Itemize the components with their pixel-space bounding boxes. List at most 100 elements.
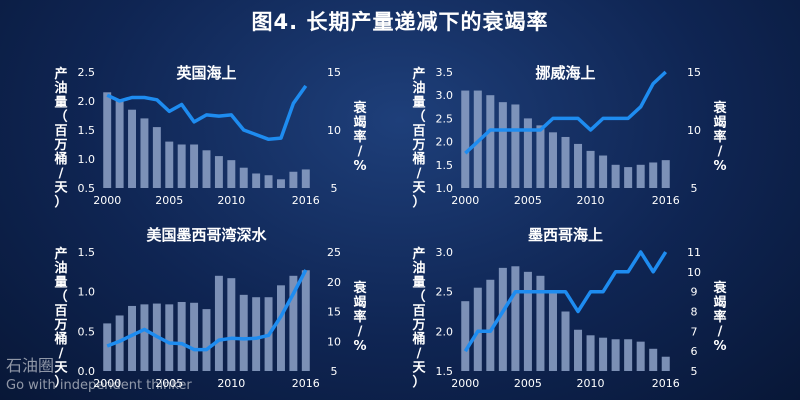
svg-text:/: / [59, 346, 64, 361]
bar [239, 167, 248, 188]
svg-text:桶: 桶 [411, 331, 425, 347]
left-axis-label: 产油量（百万桶/天） [53, 246, 68, 390]
chart-panel-4: 墨西哥海上 1.5 2.0 2.5 3.0 5 6 7 8 9 10 11 2000 2005 2010 20… [411, 226, 727, 390]
svg-text:天: 天 [54, 361, 68, 376]
x-tick-label: 2005 [155, 377, 183, 390]
bar [511, 266, 520, 371]
bar [165, 141, 174, 188]
left-tick-label: 2.0 [436, 325, 454, 338]
bar [214, 156, 223, 188]
bar [115, 315, 124, 371]
svg-text:（: （ [412, 109, 425, 125]
right-tick-label: 25 [327, 246, 341, 259]
chart-panel-2: 挪威海上 1.0 1.5 2.0 2.5 3.0 3.5 5 10 15 2000 2005 2010 2… [411, 64, 727, 210]
bar [536, 125, 545, 188]
chart-title: 英国海上 [176, 64, 236, 82]
left-tick-label: 1.5 [436, 365, 454, 378]
svg-text:衰: 衰 [352, 100, 367, 116]
depletion-rate-line [464, 70, 667, 155]
right-tick-label: 15 [687, 66, 701, 79]
left-tick-label: 1.0 [78, 286, 96, 299]
bar [511, 104, 520, 188]
bar [461, 301, 470, 371]
bar [202, 309, 211, 371]
x-tick-label: 2016 [652, 194, 680, 207]
right-tick-label: 11 [687, 246, 701, 259]
svg-text:/: / [59, 166, 64, 181]
bar [140, 304, 149, 371]
svg-text:率: 率 [353, 129, 366, 145]
svg-text:衰: 衰 [712, 280, 727, 296]
x-tick-label: 2010 [577, 377, 605, 390]
bar [548, 132, 557, 188]
chart-title: 墨西哥海上 [528, 226, 603, 244]
x-tick-label: 2005 [155, 194, 183, 207]
svg-text:衰: 衰 [352, 280, 367, 296]
bar [649, 162, 658, 188]
bar [599, 155, 608, 188]
bar [152, 127, 161, 188]
svg-text:万: 万 [53, 138, 67, 153]
right-tick-label: 10 [687, 124, 701, 137]
left-axis-label: 产油量（百万桶/天） [53, 66, 68, 210]
svg-text:）: ） [412, 194, 425, 210]
svg-text:产: 产 [412, 246, 425, 262]
right-axis-label: 衰竭率/% [712, 100, 727, 174]
bar [624, 339, 633, 371]
svg-text:油: 油 [412, 260, 425, 276]
svg-text:产: 产 [412, 66, 425, 82]
x-tick-label: 2005 [514, 194, 542, 207]
bar [289, 275, 298, 371]
x-tick-label: 2016 [652, 377, 680, 390]
right-tick-label: 10 [687, 266, 701, 279]
bar [227, 278, 236, 371]
svg-text:量: 量 [54, 275, 67, 290]
right-tick-label: 20 [327, 276, 341, 289]
watermark-tagline: Go with independent thinker [6, 378, 192, 393]
right-tick-label: 7 [691, 325, 698, 338]
left-tick-label: 0.0 [78, 365, 96, 378]
depletion-rate-line [106, 84, 308, 142]
chart-panel-1: 英国海上 0.5 1.0 1.5 2.0 2.5 5 10 15 2000 2005 2010 2016… [53, 64, 367, 210]
bar [486, 95, 495, 188]
chart-title: 美国墨西哥湾深水 [146, 226, 267, 244]
bar [548, 291, 557, 371]
x-tick-label: 2005 [514, 377, 542, 390]
bar [202, 150, 211, 188]
bar [461, 90, 470, 188]
left-tick-label: 2.0 [436, 136, 454, 149]
svg-text:油: 油 [54, 260, 67, 276]
main-title: 图4. 长期产量递减下的衰竭率 [251, 10, 549, 34]
chart-panel-3: 美国墨西哥湾深水 0.0 0.5 1.0 1.5 5 10 15 20 25 2000 2005 201… [53, 226, 367, 390]
bar [276, 179, 285, 188]
right-axis-label: 衰竭率/% [712, 280, 727, 354]
left-tick-label: 2.5 [436, 112, 454, 125]
left-axis-label: 产油量（百万桶/天） [411, 66, 426, 210]
right-tick-label: 5 [691, 365, 698, 378]
right-tick-label: 10 [327, 335, 341, 348]
right-axis-label: 衰竭率/% [352, 100, 367, 174]
bar [661, 356, 670, 371]
svg-text:率: 率 [713, 309, 726, 325]
bar [214, 275, 223, 371]
svg-text:衰: 衰 [712, 100, 727, 116]
svg-text:%: % [353, 159, 366, 174]
bar [301, 270, 310, 371]
x-tick-label: 2016 [292, 377, 320, 390]
x-tick-label: 2016 [292, 194, 320, 207]
svg-text:桶: 桶 [411, 151, 425, 167]
bar [586, 335, 595, 371]
bar [128, 305, 137, 371]
left-tick-label: 2.5 [78, 66, 96, 79]
svg-text:）: ） [412, 374, 425, 390]
svg-text:万: 万 [411, 138, 425, 153]
svg-text:百: 百 [54, 124, 67, 139]
right-tick-label: 5 [691, 182, 698, 195]
svg-text:竭: 竭 [353, 115, 366, 131]
svg-text:产: 产 [54, 66, 67, 82]
left-tick-label: 0.5 [78, 182, 96, 195]
bar [624, 167, 633, 188]
x-tick-label: 2010 [577, 194, 605, 207]
svg-text:油: 油 [412, 80, 425, 96]
x-tick-label: 2000 [93, 377, 121, 390]
